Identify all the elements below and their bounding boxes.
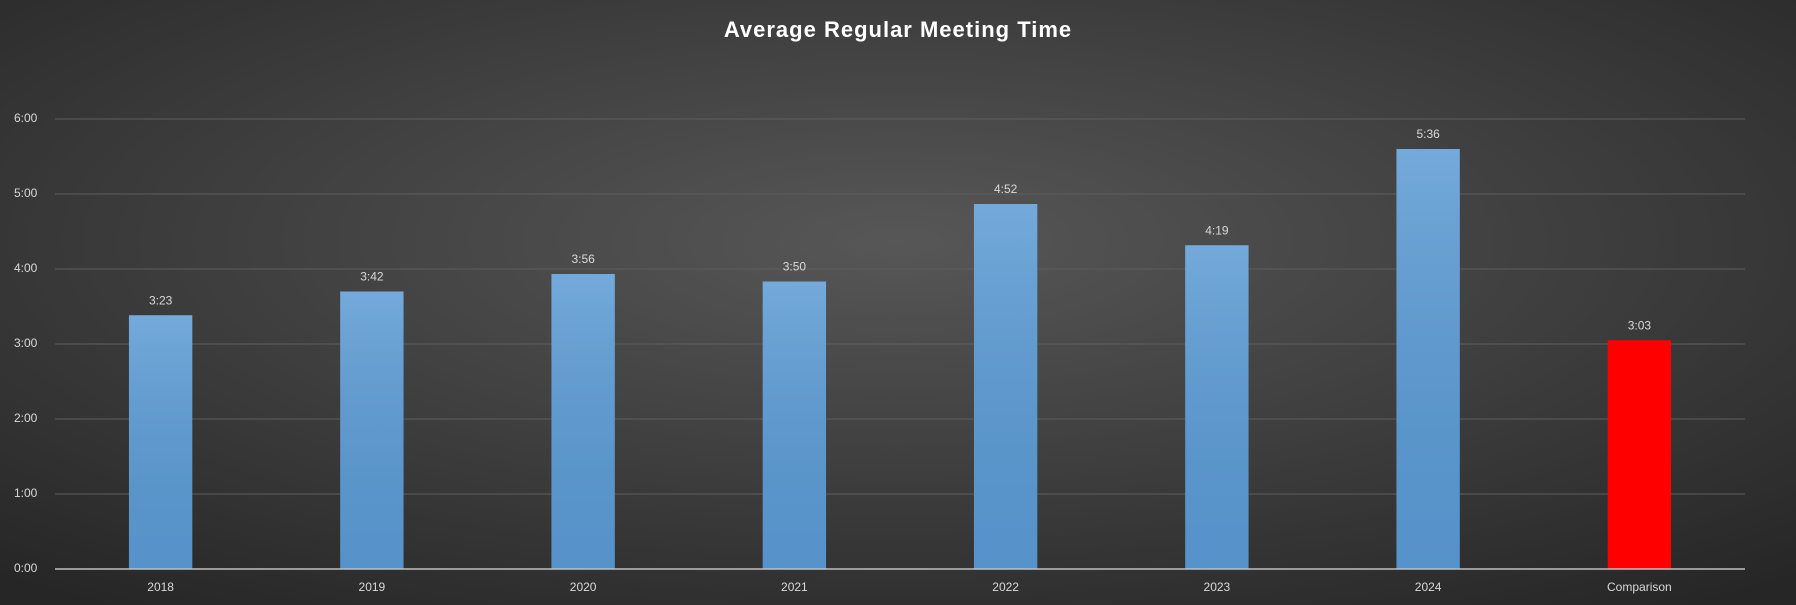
bar-shine <box>340 291 404 569</box>
bar-shine <box>1396 149 1460 569</box>
data-label: 3:23 <box>149 293 173 307</box>
data-label: 3:50 <box>783 260 807 274</box>
bar-shine <box>128 315 193 569</box>
x-tick-label: Comparison <box>1607 580 1672 594</box>
y-tick-label: 1:00 <box>14 486 38 500</box>
data-label: 3:03 <box>1628 318 1652 332</box>
bar-shine <box>1185 245 1249 569</box>
data-label: 3:56 <box>571 252 595 266</box>
bar-shine <box>973 204 1038 569</box>
x-tick-label: 2022 <box>992 580 1019 594</box>
x-tick-label: 2020 <box>570 580 597 594</box>
data-label: 5:36 <box>1416 127 1440 141</box>
y-tick-label: 3:00 <box>14 336 38 350</box>
bar-shine <box>551 274 615 569</box>
y-tick-label: 5:00 <box>14 186 38 200</box>
bar-shine <box>762 281 827 569</box>
x-tick-label: 2019 <box>359 580 386 594</box>
data-label: 3:42 <box>360 270 384 284</box>
x-tick-label: 2024 <box>1415 580 1442 594</box>
x-tick-label: 2018 <box>147 580 174 594</box>
y-tick-label: 0:00 <box>14 561 38 575</box>
y-tick-label: 6:00 <box>14 111 38 125</box>
x-tick-label: 2021 <box>781 580 808 594</box>
data-label: 4:19 <box>1205 223 1229 237</box>
x-tick-label: 2023 <box>1204 580 1231 594</box>
y-tick-label: 2:00 <box>14 411 38 425</box>
y-tick-label: 4:00 <box>14 261 38 275</box>
data-label: 4:52 <box>994 182 1018 196</box>
bar <box>1607 340 1672 569</box>
chart-title: Average Regular Meeting Time <box>724 17 1072 42</box>
